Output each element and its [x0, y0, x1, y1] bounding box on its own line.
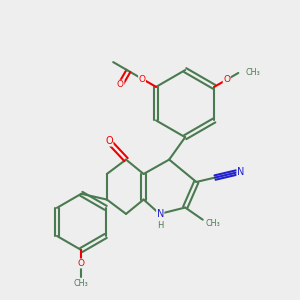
Text: O: O: [78, 259, 85, 268]
Text: CH₃: CH₃: [74, 279, 89, 288]
Text: O: O: [139, 75, 145, 84]
Text: CH₃: CH₃: [245, 68, 260, 77]
Text: O: O: [223, 75, 230, 84]
Text: O: O: [117, 80, 124, 89]
Text: H: H: [157, 220, 164, 230]
Text: N: N: [237, 167, 244, 177]
Text: N: N: [157, 209, 164, 219]
Text: CH₃: CH₃: [206, 219, 221, 228]
Text: O: O: [105, 136, 113, 146]
